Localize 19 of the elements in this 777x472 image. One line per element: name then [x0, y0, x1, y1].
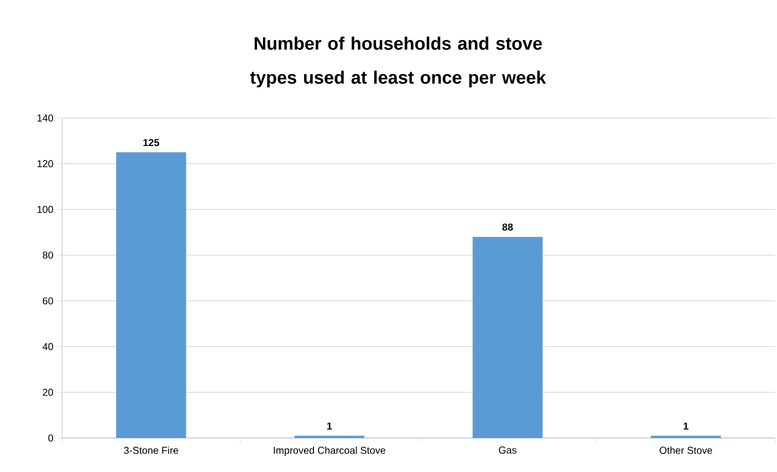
y-tick-label: 100 — [38, 206, 54, 213]
data-label: 125 — [143, 139, 160, 146]
x-tick-label: Gas — [498, 446, 516, 454]
data-label: 1 — [327, 422, 332, 430]
data-label: 88 — [502, 224, 513, 231]
y-tick-label: 20 — [42, 388, 54, 396]
y-tick-label: 40 — [42, 343, 54, 350]
y-tick-label: 60 — [42, 297, 54, 304]
data-label: 1 — [684, 422, 688, 430]
x-tick-label: 3-Stone Fire — [124, 446, 178, 454]
y-tick-label: 80 — [42, 252, 54, 259]
y-tick-label: 0 — [48, 434, 54, 442]
y-tick-label: 120 — [38, 160, 54, 168]
x-tick-label: Other Stove — [660, 446, 712, 454]
y-tick-label: 140 — [38, 114, 54, 122]
x-tick-label: Improved Charcoal Stove — [274, 446, 386, 456]
bar — [472, 236, 543, 438]
bar — [116, 152, 186, 438]
chart-title: Number of households and stove types used at least once per week — [250, 36, 546, 88]
